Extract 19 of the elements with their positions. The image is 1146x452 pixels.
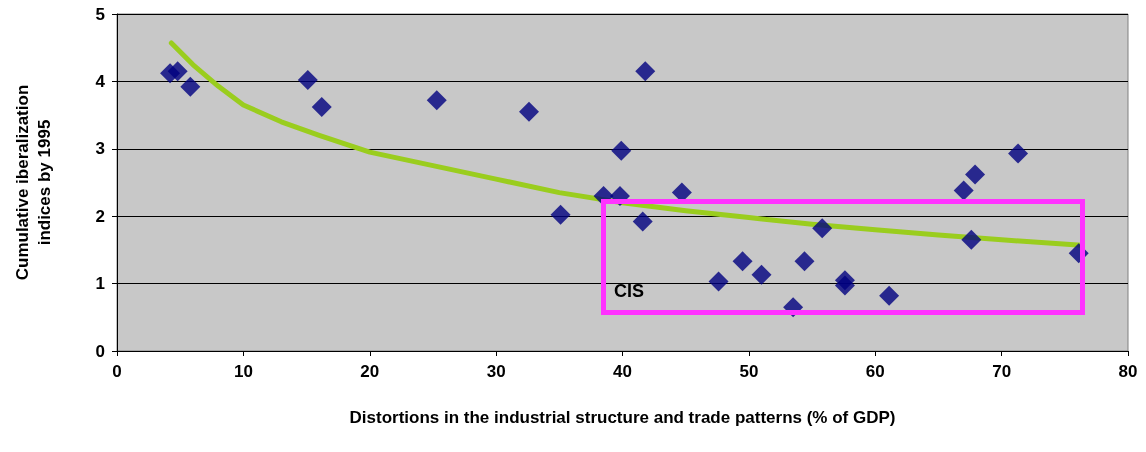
y-tick-label: 1 bbox=[95, 274, 105, 294]
x-tick-label: 40 bbox=[613, 362, 632, 381]
x-tick-label: 50 bbox=[739, 362, 759, 381]
y-tick-label: 3 bbox=[95, 139, 105, 159]
x-tick-label: 80 bbox=[1118, 362, 1138, 381]
rectangle-outline: CIS bbox=[601, 199, 1086, 316]
x-tick-label: 20 bbox=[360, 362, 380, 381]
y-tick-label: 2 bbox=[95, 206, 105, 226]
x-tick-label: 10 bbox=[233, 362, 253, 381]
x-tick-label: 30 bbox=[486, 362, 506, 381]
y-tick-label: 4 bbox=[95, 71, 106, 91]
x-tick-label: 0 bbox=[112, 362, 122, 381]
y-axis-title: Cumulative iberalization indices by 1995 bbox=[12, 84, 54, 281]
x-tick-label: 60 bbox=[865, 362, 885, 381]
y-tick-label: 5 bbox=[95, 4, 105, 24]
annotation: CIS bbox=[614, 281, 645, 303]
y-tick-label: 0 bbox=[95, 341, 105, 361]
x-axis-title: Distortions in the industrial structure and trade patterns (% of GDP) bbox=[349, 408, 896, 427]
x-tick-label: 70 bbox=[992, 362, 1012, 381]
